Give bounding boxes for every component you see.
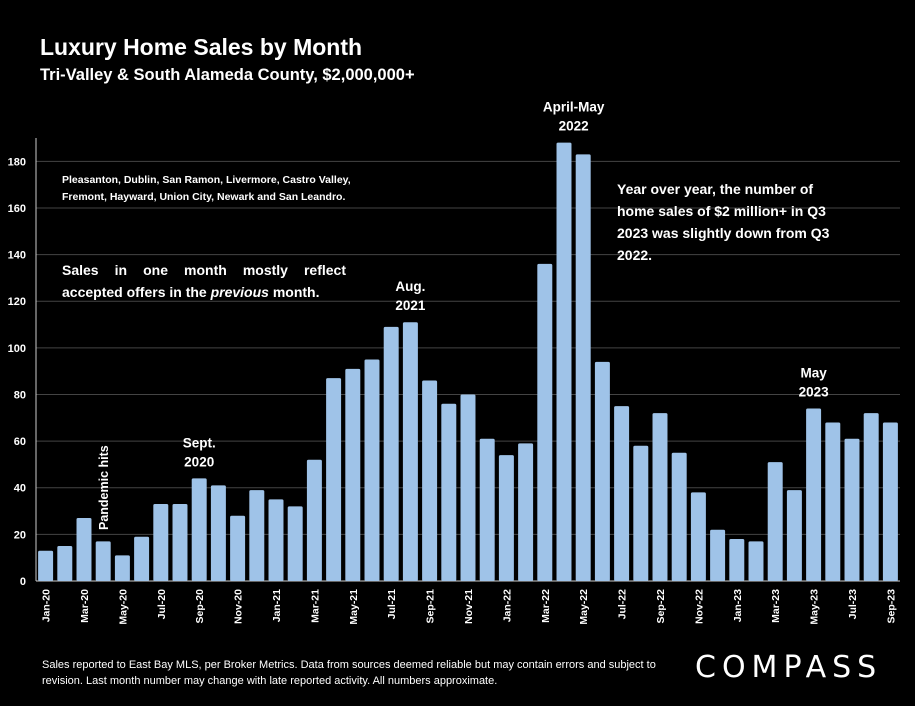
cities-note: Pleasanton, Dublin, San Ramon, Livermore… xyxy=(62,174,351,203)
bar-Aug-22 xyxy=(633,445,649,581)
bar-Nov-20 xyxy=(230,515,246,581)
x-tick-label: Mar-23 xyxy=(770,589,782,623)
bar-Sep-21 xyxy=(422,380,438,581)
bar-Jun-21 xyxy=(364,359,380,581)
x-tick-label: Jul-20 xyxy=(156,589,168,620)
annotation-label: Aug. xyxy=(395,279,425,294)
annotation-label: 2022 xyxy=(559,119,589,134)
footer-disclaimer: Sales reported to East Bay MLS, per Brok… xyxy=(42,659,656,687)
bar-May-21 xyxy=(345,368,361,581)
bar-Dec-22 xyxy=(710,529,726,581)
y-tick-label: 0 xyxy=(20,576,26,588)
y-tick-label: 180 xyxy=(8,156,26,168)
annotation-label: Sept. xyxy=(183,435,216,450)
offers-note-suffix: month. xyxy=(268,284,320,300)
bar-Nov-21 xyxy=(460,394,476,581)
x-tick-label: Sep-20 xyxy=(194,589,206,624)
bar-Apr-23 xyxy=(786,490,802,581)
x-tick-label: Jan-21 xyxy=(271,589,283,622)
annotation-label: April-May xyxy=(543,100,605,115)
bar-Jul-23 xyxy=(844,438,860,581)
bar-Feb-20 xyxy=(57,546,73,581)
annotation-label: May xyxy=(800,365,827,380)
bar-Aug-21 xyxy=(402,322,418,581)
bar-Mar-20 xyxy=(76,518,92,581)
x-tick-label: Sep-21 xyxy=(425,589,437,624)
bar-Mar-21 xyxy=(306,459,322,581)
x-tick-label: Mar-20 xyxy=(79,589,91,623)
bar-Feb-23 xyxy=(748,541,764,581)
bar-Oct-21 xyxy=(441,403,457,581)
bar-May-22 xyxy=(575,154,591,582)
bar-Apr-22 xyxy=(556,142,572,582)
compass-logo: COMPASS xyxy=(695,650,883,685)
offers-note-emphasis: previous xyxy=(210,284,269,300)
y-tick-label: 160 xyxy=(8,203,26,215)
x-tick-label: May-21 xyxy=(348,589,360,625)
x-tick-label: May-23 xyxy=(809,589,821,625)
chart-subtitle: Tri-Valley & South Alameda County, $2,00… xyxy=(40,66,415,84)
bar-Apr-21 xyxy=(326,378,342,581)
bar-Jan-22 xyxy=(498,455,514,581)
x-tick-label: Mar-21 xyxy=(309,589,321,623)
x-tick-label: May-20 xyxy=(117,589,129,625)
x-tick-label: Jan-20 xyxy=(41,589,53,622)
bar-Jun-23 xyxy=(825,422,841,581)
y-tick-label: 60 xyxy=(14,436,26,448)
bar-Jul-20 xyxy=(153,504,169,581)
bar-Aug-20 xyxy=(172,504,188,581)
bar-Dec-21 xyxy=(479,438,495,581)
bar-Jan-20 xyxy=(38,550,54,581)
yoy-note: Year over year, the number of home sales… xyxy=(617,181,830,263)
bar-Aug-23 xyxy=(863,413,879,581)
offers-note: Sales in one month mostly reflect accept… xyxy=(62,259,346,303)
x-tick-label: Nov-21 xyxy=(463,589,475,624)
annotation-label: 2021 xyxy=(395,298,426,313)
x-tick-label: Sep-22 xyxy=(655,589,667,624)
x-tick-label: Mar-22 xyxy=(540,589,552,623)
bar-Sep-22 xyxy=(652,413,668,581)
bar-Jul-21 xyxy=(383,326,399,581)
offers-note-prefix: Sales in one month mostly reflect accept… xyxy=(62,262,346,300)
bar-Dec-20 xyxy=(249,490,265,581)
bar-Sep-23 xyxy=(882,422,898,581)
x-tick-label: Jul-21 xyxy=(386,589,398,620)
y-tick-label: 120 xyxy=(8,296,26,308)
annotation-label: 2023 xyxy=(799,384,830,399)
bar-Mar-23 xyxy=(767,462,783,581)
x-tick-label: Jul-22 xyxy=(617,589,629,620)
bar-Sep-20 xyxy=(191,478,207,581)
x-tick-label: Sep-23 xyxy=(885,589,897,624)
x-tick-label: Nov-22 xyxy=(693,589,705,624)
bar-May-23 xyxy=(806,408,822,581)
bar-Oct-22 xyxy=(671,452,687,581)
bar-Nov-22 xyxy=(690,492,706,581)
bar-Oct-20 xyxy=(210,485,226,581)
x-tick-label: Jan-22 xyxy=(501,589,513,622)
bar-Mar-22 xyxy=(537,263,553,581)
bar-Apr-20 xyxy=(95,541,111,581)
chart-title: Luxury Home Sales by Month xyxy=(40,34,363,60)
bar-Jan-23 xyxy=(729,539,745,581)
bar-Feb-21 xyxy=(287,506,303,581)
bar-Jun-20 xyxy=(134,536,150,581)
annotation-label: Pandemic hits xyxy=(97,445,111,530)
x-tick-label: Nov-20 xyxy=(233,589,245,624)
x-tick-label: May-22 xyxy=(578,589,590,625)
y-tick-label: 100 xyxy=(8,343,26,355)
annotation-label: 2020 xyxy=(184,454,214,469)
bar-Feb-22 xyxy=(518,443,534,581)
x-tick-label: Jan-23 xyxy=(732,589,744,622)
bar-Jul-22 xyxy=(614,406,630,581)
y-tick-label: 40 xyxy=(14,483,26,495)
x-tick-label: Jul-23 xyxy=(847,589,859,620)
bar-Jan-21 xyxy=(268,499,284,581)
y-tick-label: 80 xyxy=(14,389,26,401)
bar-Jun-22 xyxy=(594,361,610,581)
bar-May-20 xyxy=(114,555,130,581)
y-tick-label: 140 xyxy=(8,250,26,262)
y-tick-label: 20 xyxy=(14,529,26,541)
